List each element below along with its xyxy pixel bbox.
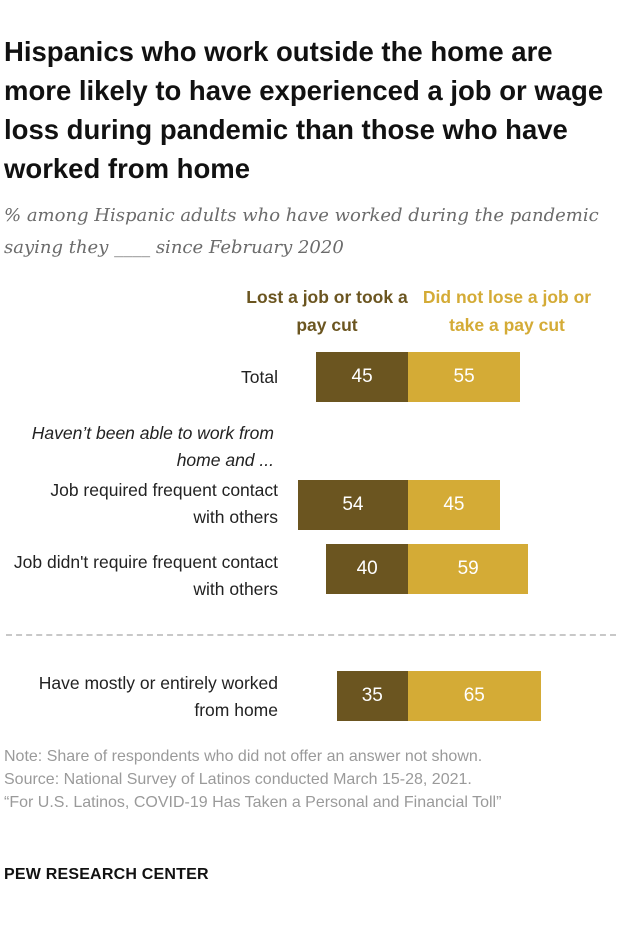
bar-not-lost-2: 59 <box>408 544 529 594</box>
group-label: Haven’t been able to work from home and … <box>31 423 274 470</box>
bar-lost-1: 54 <box>297 480 408 530</box>
source-line: Source: National Survey of Latinos condu… <box>4 771 472 788</box>
row-label-required-contact: Job required frequent contact with other… <box>50 480 278 527</box>
bar-lost-3: 35 <box>336 671 408 721</box>
chart-subtitle: % among Hispanic adults who have worked … <box>4 205 599 258</box>
row-label-total: Total <box>241 367 278 387</box>
note-line: Note: Share of respondents who did not o… <box>4 748 483 765</box>
row-label-no-required-contact: Job didn't require frequent contact with… <box>13 552 278 599</box>
bar-not-lost-0: 55 <box>408 352 521 402</box>
chart-title: Hispanics who work outside the home are … <box>4 36 604 184</box>
report-title-line: “For U.S. Latinos, COVID-19 Has Taken a … <box>4 794 502 811</box>
pew-logo-text: PEW RESEARCH CENTER <box>4 866 209 883</box>
bar-not-lost-3: 65 <box>408 671 541 721</box>
notes: Note: Share of respondents who did not o… <box>4 745 616 814</box>
section-divider <box>6 634 616 636</box>
top-rule <box>0 0 620 8</box>
row-label-worked-from-home: Have mostly or entirely worked from home <box>38 673 278 720</box>
bar-lost-0: 45 <box>316 352 408 402</box>
legend-lost: Lost a job or took a pay cut <box>246 287 408 335</box>
bar-not-lost-1: 45 <box>408 480 500 530</box>
bar-lost-2: 40 <box>326 544 408 594</box>
legend-not-lost: Did not lose a job or take a pay cut <box>422 287 592 335</box>
